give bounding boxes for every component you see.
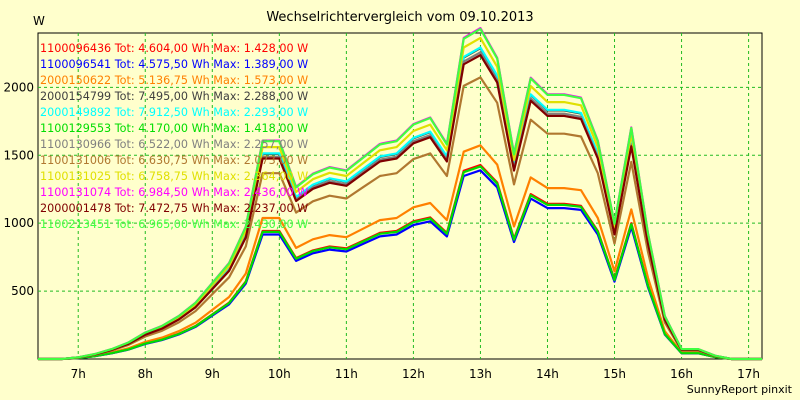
legend-item: 1100213451 Tot: 6.965,00 Wh Max: 2.430,0… (40, 218, 309, 231)
x-tick-label: 17h (737, 367, 760, 381)
chart-credit: SunnyReport pinxit (686, 383, 792, 396)
y-tick-label: 500 (11, 284, 34, 298)
legend-item: 2000150622 Tot: 5.136,75 Wh Max: 1.573,0… (40, 74, 309, 87)
legend-item: 2000001478 Tot: 7.472,75 Wh Max: 2.237,0… (40, 202, 309, 215)
series-line (38, 53, 762, 361)
chart-title: Wechselrichtervergleich vom 09.10.2013 (266, 10, 534, 25)
plot-frame (37, 32, 763, 360)
y-axis-unit: W (33, 14, 45, 28)
legend-item: 2000149892 Tot: 7.912,50 Wh Max: 2.293,0… (40, 106, 309, 119)
x-tick-label: 14h (536, 367, 559, 381)
x-tick-label: 9h (205, 367, 220, 381)
series-line (38, 27, 762, 361)
legend-item: 1100131074 Tot: 6.984,50 Wh Max: 2.436,0… (40, 186, 309, 199)
legend-item: 1100096541 Tot: 4.575,50 Wh Max: 1.389,0… (40, 58, 309, 71)
legend-item: 2000154799 Tot: 7.495,00 Wh Max: 2.288,0… (40, 90, 309, 103)
legend-item: 1100130966 Tot: 6.522,00 Wh Max: 2.257,0… (40, 138, 309, 151)
x-tick-label: 15h (603, 367, 626, 381)
legend-item: 1100131025 Tot: 6.758,75 Wh Max: 2.364,0… (40, 170, 309, 183)
series-line (38, 165, 762, 361)
y-tick-label: 2000 (3, 80, 34, 94)
legend-item: 1100096436 Tot: 4.604,00 Wh Max: 1.428,0… (40, 42, 309, 55)
legend-item: 1100131006 Tot: 6.630,75 Wh Max: 2.073,0… (40, 154, 309, 167)
x-tick-label: 13h (469, 367, 492, 381)
series-line (38, 144, 762, 361)
x-tick-label: 16h (670, 367, 693, 381)
series-line (38, 76, 762, 361)
x-tick-label: 7h (71, 367, 86, 381)
x-tick-label: 8h (138, 367, 153, 381)
chart-legend: 1100096436 Tot: 4.604,00 Wh Max: 1.428,0… (40, 41, 308, 233)
x-tick-label: 12h (402, 367, 425, 381)
legend-item: 1100129553 Tot: 4.170,00 Wh Max: 1.418,0… (40, 122, 309, 135)
x-tick-label: 11h (335, 367, 358, 381)
y-tick-label: 1000 (3, 216, 34, 230)
x-tick-label: 10h (268, 367, 291, 381)
y-tick-label: 1500 (3, 148, 34, 162)
